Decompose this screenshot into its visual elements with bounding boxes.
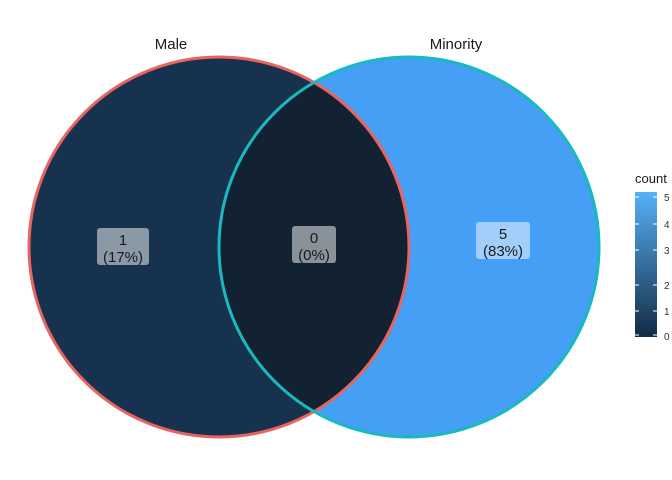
minority-circle-outline bbox=[217, 55, 601, 439]
legend-tick-label: 2 bbox=[664, 281, 670, 292]
legend-tick-label: 3 bbox=[664, 246, 670, 257]
count-minority-only: 5 bbox=[499, 226, 507, 243]
legend-ticks bbox=[635, 196, 657, 336]
legend-tick-label: 1 bbox=[664, 307, 670, 318]
male-circle-outline bbox=[27, 55, 411, 439]
percent-intersection: (0%) bbox=[298, 247, 330, 264]
legend-tick-label: 4 bbox=[664, 220, 670, 231]
legend-colorbar bbox=[635, 192, 657, 337]
label-box-minority-only bbox=[476, 222, 530, 259]
legend-title: count bbox=[635, 171, 667, 186]
set-title-male: Male bbox=[155, 36, 188, 53]
label-box-male-only bbox=[97, 228, 149, 265]
count-male-only: 1 bbox=[119, 232, 127, 249]
legend-tick-label: 5 bbox=[664, 193, 670, 204]
percent-male-only: (17%) bbox=[103, 249, 143, 266]
set-title-minority: Minority bbox=[430, 36, 483, 53]
count-intersection: 0 bbox=[310, 230, 318, 247]
label-box-intersection bbox=[292, 226, 336, 263]
intersection-region-fill bbox=[219, 57, 409, 437]
percent-minority-only: (83%) bbox=[483, 243, 523, 260]
legend-tick-label: 0 bbox=[664, 332, 670, 343]
